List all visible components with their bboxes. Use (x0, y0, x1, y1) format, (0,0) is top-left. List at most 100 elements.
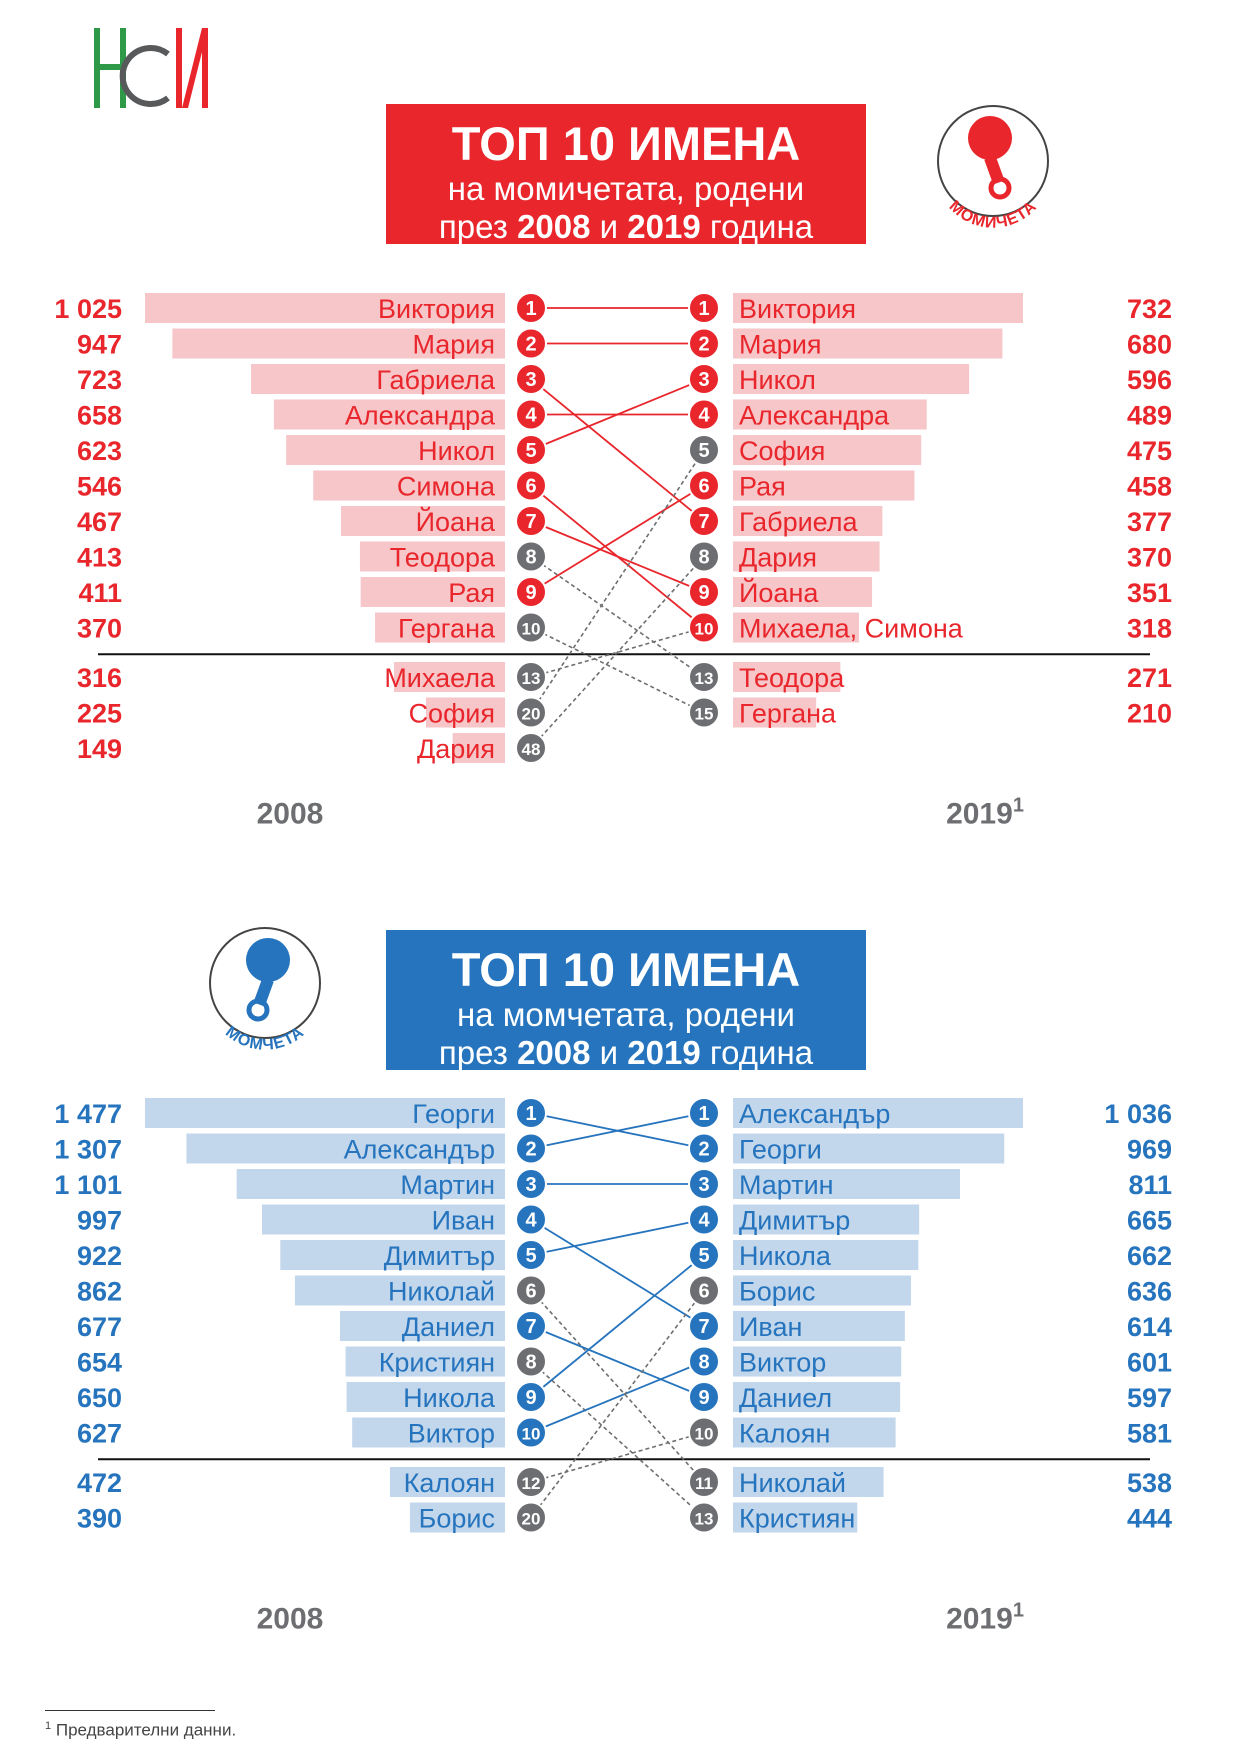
name-label-2008: Гергана (398, 614, 496, 644)
bar-2019 (733, 1346, 902, 1377)
rank-link-Гергана (530, 626, 705, 714)
rank-label-2019: 2 (698, 1139, 709, 1161)
bar-2008 (251, 364, 505, 394)
year-axis-label-2008: 2008 (257, 1603, 324, 1636)
year-axis-label-2008: 2008 (257, 798, 324, 831)
value-label-2019: 680 (1127, 330, 1172, 360)
value-label-2008: 1 025 (54, 294, 122, 324)
name-label-2008: Александра (345, 401, 496, 431)
rattle-icon: МОМИЧЕТА (937, 105, 1049, 232)
bar-2019 (733, 470, 915, 501)
rank-circle-2008 (515, 1466, 547, 1498)
name-label-2019: Николай (739, 1468, 846, 1498)
bar-2019 (733, 1502, 858, 1533)
rank-circle-2008 (515, 732, 547, 764)
name-label-2019: Михаела, Симона (739, 614, 964, 644)
rank-label-2008: 10 (522, 620, 541, 639)
bar-2019 (733, 1240, 919, 1270)
value-label-2008: 1 477 (54, 1099, 122, 1129)
rank-label-2008: 4 (525, 1210, 537, 1232)
rank-circle-2008 (515, 696, 547, 729)
value-label-2019: 662 (1127, 1241, 1172, 1271)
rank-label-2019: 15 (695, 705, 714, 724)
bar-2008 (375, 612, 505, 643)
name-label-2008: Виктор (408, 1419, 495, 1449)
bar-2008 (313, 470, 505, 501)
bar-2019 (733, 506, 883, 536)
boys-title-years: през 2008 и 2019 година (438, 1034, 814, 1071)
rank-link-Никол (530, 378, 705, 451)
bar-2019 (733, 541, 880, 572)
rank-circle-2008 (515, 1345, 547, 1378)
rank-label-2019: 13 (695, 1510, 714, 1529)
rank-label-2019: 5 (698, 440, 709, 462)
name-label-2008: Калоян (404, 1468, 495, 1498)
rank-circle-2008 (515, 576, 547, 608)
bar-2008 (286, 435, 505, 465)
rank-link-Никола (530, 1254, 705, 1398)
bar-2019 (733, 435, 922, 465)
value-label-2008: 723 (77, 365, 122, 395)
bar-2019 (733, 697, 817, 728)
value-label-2008: 411 (78, 578, 122, 608)
bar-2019 (733, 1133, 1005, 1164)
bar-2019 (733, 1467, 884, 1497)
footnote: 1 Предварителни данни. (45, 1720, 237, 1740)
name-label-2019: Никол (739, 365, 816, 395)
rank-label-2019: 1 (698, 298, 709, 320)
rank-label-2019: 6 (698, 1281, 709, 1303)
rank-circle-2019 (688, 661, 720, 693)
rank-circle-2019 (688, 469, 720, 502)
rank-label-2008: 48 (522, 740, 541, 759)
rank-label-2019: 3 (698, 369, 709, 391)
name-label-2019: Борис (739, 1277, 815, 1307)
rank-label-2008: 9 (525, 1387, 536, 1409)
name-label-2019: Кристиян (739, 1504, 855, 1534)
bar-2008 (294, 1275, 505, 1306)
value-label-2019: 614 (1127, 1312, 1172, 1342)
rank-circle-2008 (515, 363, 547, 395)
rank-circle-2008 (515, 1501, 547, 1534)
value-label-2019: 318 (1127, 614, 1172, 644)
rank-circle-2008 (515, 1274, 547, 1307)
name-label-2019: Иван (739, 1312, 802, 1342)
bar-2008 (236, 1169, 505, 1199)
name-label-2008: Симона (397, 472, 496, 502)
name-label-2008: Димитър (384, 1241, 495, 1271)
bar-2008 (452, 733, 505, 763)
rank-circle-2019 (688, 1239, 720, 1271)
rank-label-2019: 11 (695, 1474, 713, 1493)
rank-label-2019: 2 (698, 334, 709, 356)
rank-label-2008: 8 (525, 547, 536, 569)
bar-2008 (273, 399, 505, 430)
name-label-2019: Мария (739, 330, 822, 360)
bar-2019 (733, 364, 970, 394)
rank-link-София (530, 449, 705, 713)
bar-2008 (340, 506, 505, 536)
rank-label-2008: 12 (522, 1474, 541, 1493)
rank-label-2019: 10 (695, 1425, 714, 1444)
value-label-2008: 546 (77, 472, 122, 502)
value-label-2008: 1 307 (54, 1135, 122, 1165)
bar-2019 (733, 1204, 920, 1235)
rank-label-2008: 6 (525, 476, 536, 498)
rank-circle-2008 (515, 1381, 547, 1413)
name-label-2019: Йоана (739, 577, 819, 608)
logo-nsi (94, 28, 208, 108)
rank-link-Борис (530, 1290, 705, 1518)
value-label-2008: 316 (77, 663, 122, 693)
value-label-2008: 677 (77, 1312, 122, 1342)
rank-circle-2019 (688, 540, 720, 573)
value-label-2008: 1 101 (54, 1170, 122, 1200)
name-label-2019: Рая (739, 472, 786, 502)
rank-label-2008: 20 (522, 1510, 541, 1529)
value-label-2008: 650 (77, 1383, 122, 1413)
rank-label-2008: 2 (525, 334, 536, 356)
rank-circle-2008 (515, 1203, 547, 1236)
rank-label-2008: 10 (522, 1425, 541, 1444)
value-label-2019: 581 (1127, 1419, 1172, 1449)
rank-label-2019: 8 (698, 547, 709, 569)
bar-2019 (733, 399, 927, 430)
value-label-2019: 665 (1127, 1206, 1172, 1236)
